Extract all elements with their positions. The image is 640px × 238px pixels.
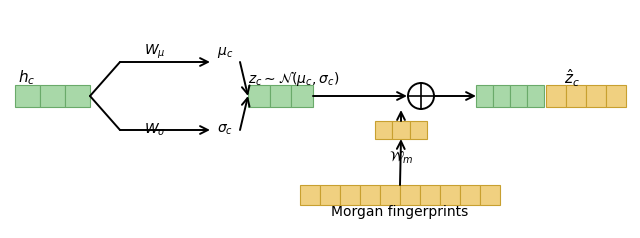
Bar bbox=[606, 85, 626, 107]
Bar bbox=[320, 185, 340, 205]
Bar bbox=[65, 85, 90, 107]
Bar bbox=[510, 85, 527, 107]
Bar bbox=[476, 85, 493, 107]
Bar bbox=[300, 185, 320, 205]
Bar bbox=[527, 85, 544, 107]
Bar bbox=[40, 85, 65, 107]
Bar bbox=[392, 121, 410, 139]
Bar bbox=[15, 85, 40, 107]
Text: $z_c \sim \mathcal{N}(\mu_c, \sigma_c)$: $z_c \sim \mathcal{N}(\mu_c, \sigma_c)$ bbox=[248, 69, 339, 88]
Bar bbox=[480, 185, 500, 205]
Text: $h_c$: $h_c$ bbox=[18, 69, 35, 87]
Bar bbox=[340, 185, 360, 205]
Text: $W_\sigma$: $W_\sigma$ bbox=[144, 122, 166, 138]
Bar bbox=[566, 85, 586, 107]
Bar bbox=[291, 85, 313, 107]
Bar bbox=[400, 185, 420, 205]
Text: $\hat{z}_c$: $\hat{z}_c$ bbox=[564, 67, 580, 89]
Text: $\mathcal{W}_m$: $\mathcal{W}_m$ bbox=[389, 150, 413, 166]
Bar bbox=[493, 85, 510, 107]
Bar bbox=[546, 85, 566, 107]
Bar bbox=[269, 85, 291, 107]
Bar bbox=[360, 185, 380, 205]
Text: $\sigma_c$: $\sigma_c$ bbox=[217, 123, 233, 137]
Text: $W_\mu$: $W_\mu$ bbox=[144, 43, 166, 61]
Bar bbox=[375, 121, 392, 139]
Bar bbox=[248, 85, 269, 107]
Text: $\mu_c$: $\mu_c$ bbox=[217, 45, 233, 60]
Bar bbox=[586, 85, 606, 107]
Bar bbox=[410, 121, 427, 139]
Bar bbox=[460, 185, 480, 205]
Bar bbox=[380, 185, 400, 205]
Bar bbox=[420, 185, 440, 205]
Bar bbox=[440, 185, 460, 205]
Text: Morgan fingerprints: Morgan fingerprints bbox=[332, 205, 468, 219]
